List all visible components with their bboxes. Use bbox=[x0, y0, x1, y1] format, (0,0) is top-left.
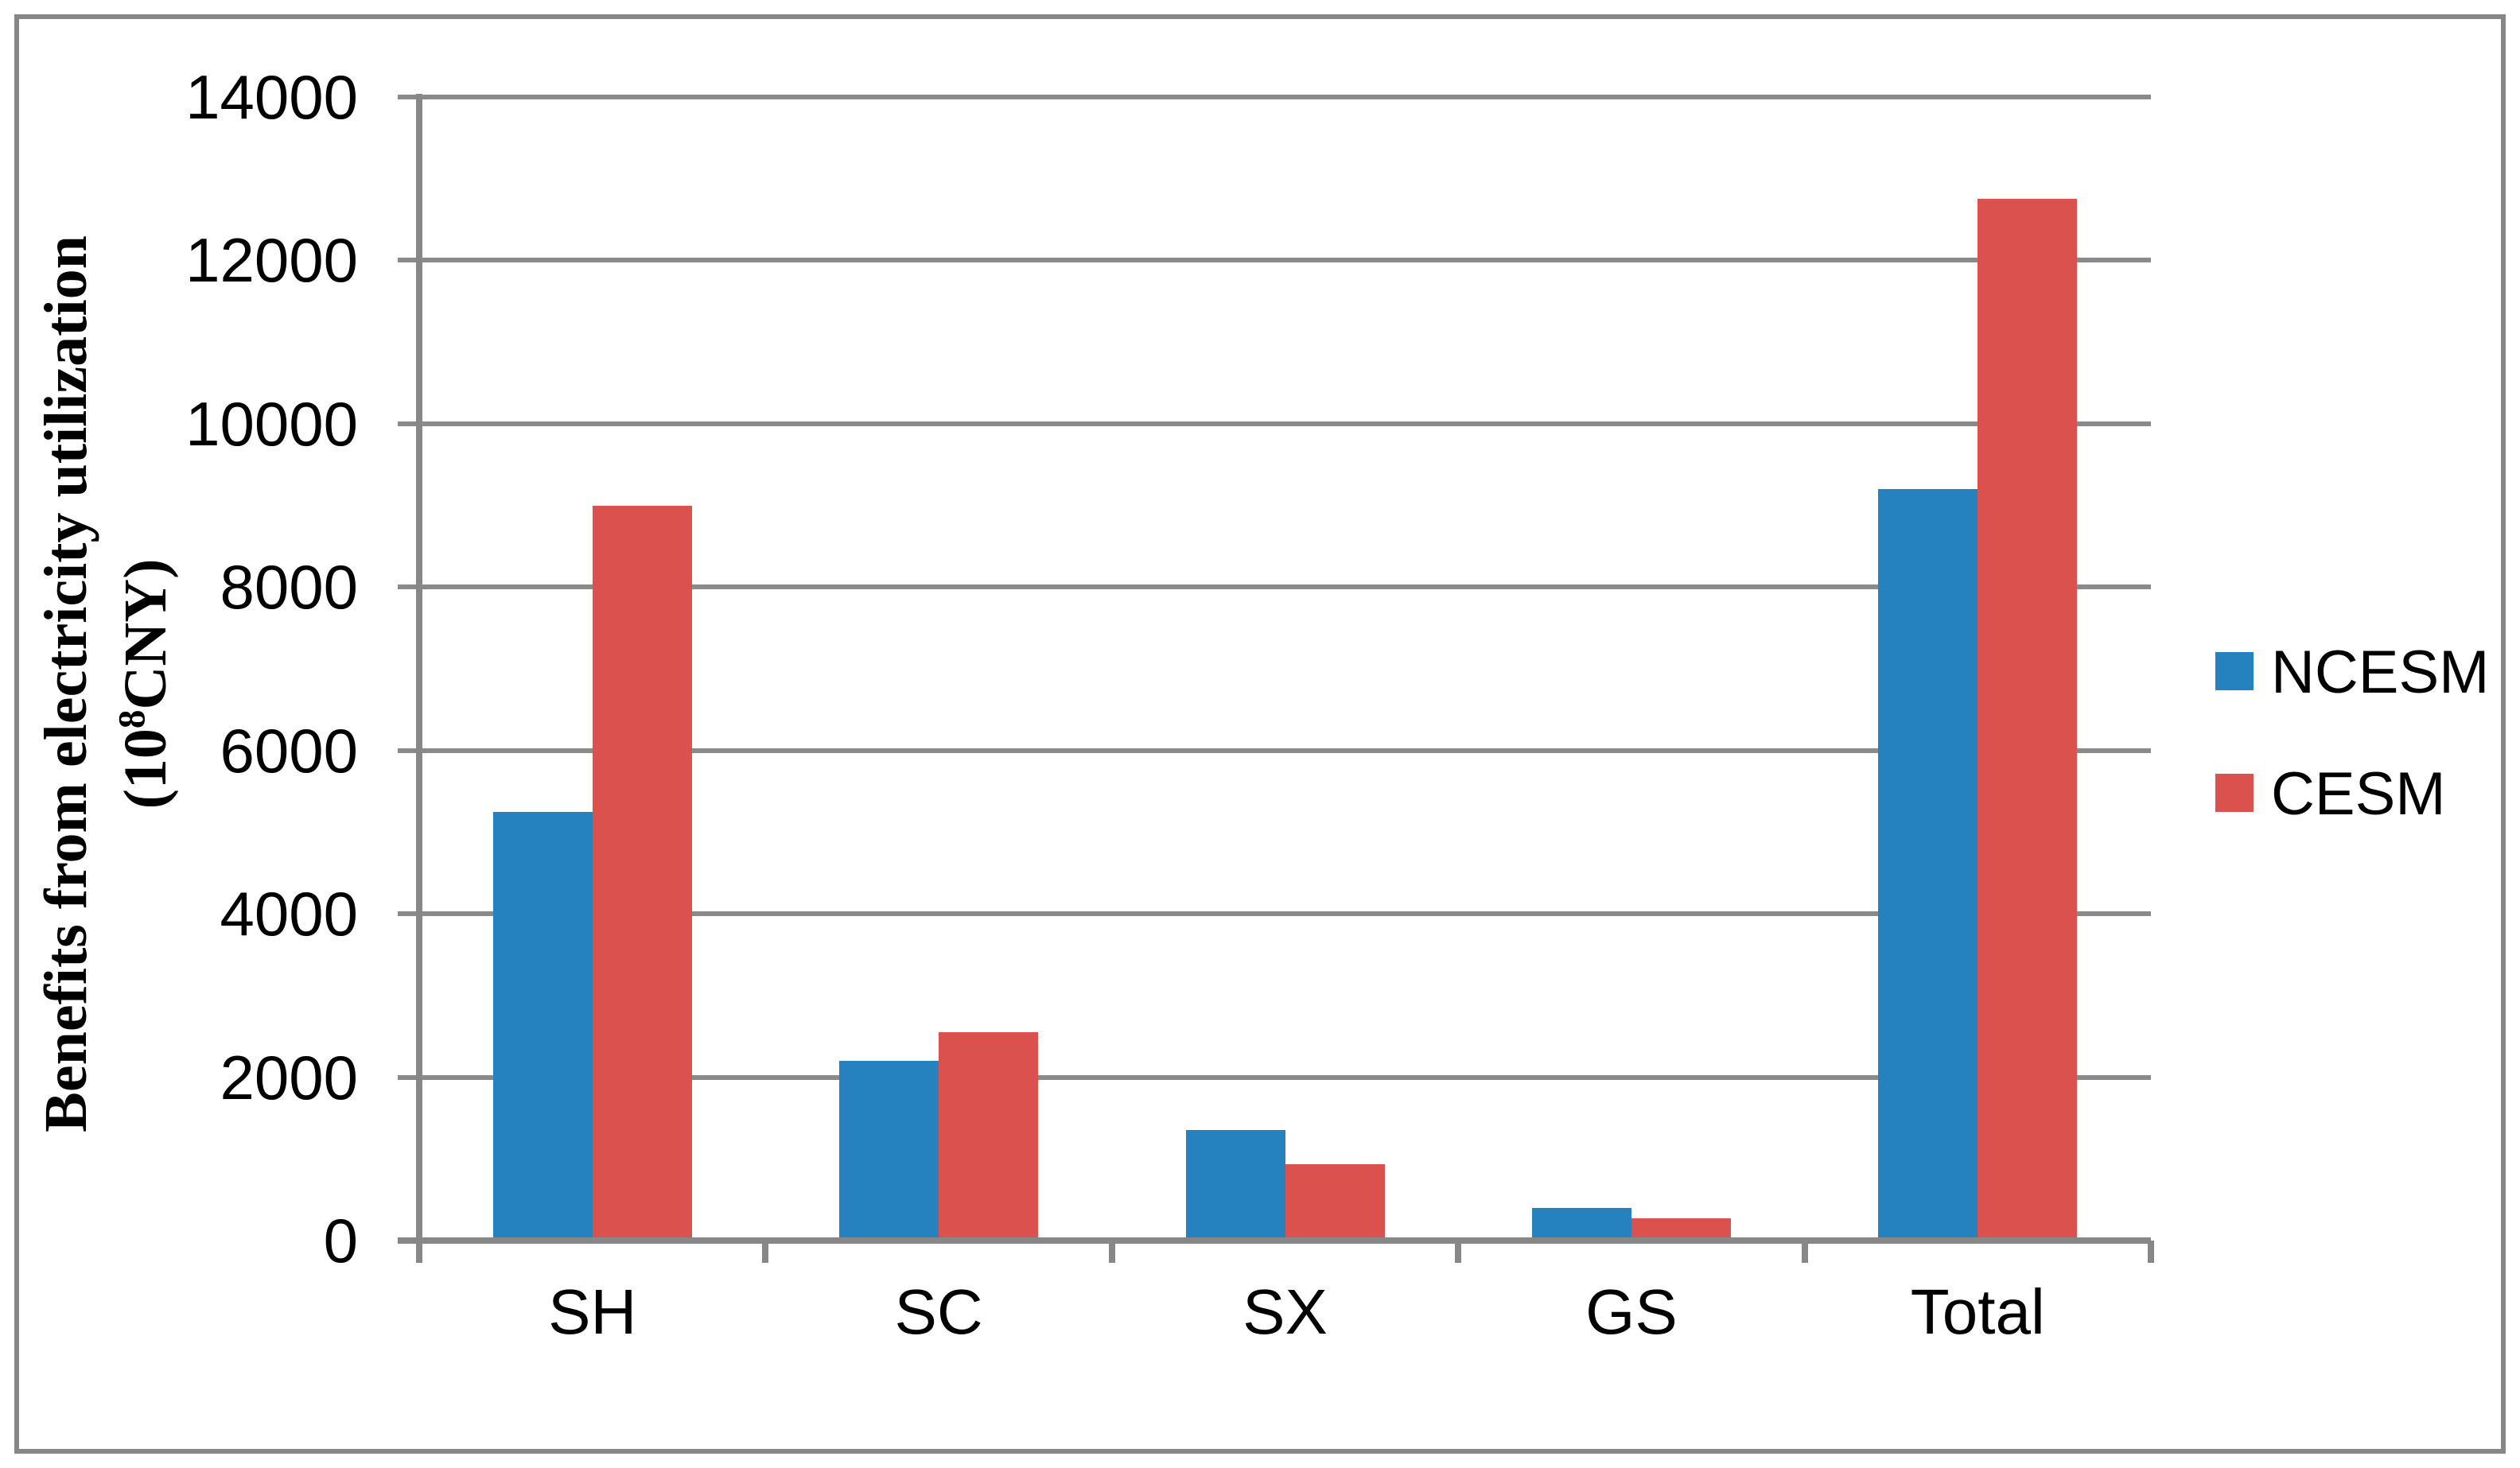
x-category-label-sc: SC bbox=[894, 1276, 983, 1347]
bar-cesm-sc bbox=[939, 1032, 1039, 1241]
gridline-8000 bbox=[398, 584, 2151, 590]
legend-swatch-ncesm bbox=[2215, 652, 2254, 690]
y-tick-label-2000: 2000 bbox=[220, 1042, 358, 1113]
y-tick-label-14000: 14000 bbox=[185, 62, 358, 132]
bar-cesm-sx bbox=[1285, 1164, 1385, 1241]
x-axis-tick-2 bbox=[1108, 1241, 1115, 1263]
y-axis-line bbox=[416, 94, 422, 1263]
x-axis-tick-1 bbox=[762, 1241, 769, 1263]
legend-label-cesm: CESM bbox=[2271, 760, 2446, 828]
x-axis-tick-4 bbox=[1801, 1241, 1808, 1263]
chart-outer-frame bbox=[14, 14, 2506, 1454]
y-tick-label-12000: 12000 bbox=[185, 225, 358, 296]
legend-label-ncesm: NCESM bbox=[2271, 639, 2490, 706]
y-tick-label-0: 0 bbox=[323, 1206, 358, 1276]
y-axis-title-line1: Benefits from electricity utilization bbox=[33, 235, 99, 1132]
gridline-2000 bbox=[398, 1074, 2151, 1080]
bar-ncesm-gs bbox=[1531, 1207, 1631, 1241]
bar-ncesm-sh bbox=[492, 811, 593, 1241]
gridline-12000 bbox=[398, 258, 2151, 263]
bar-cesm-sh bbox=[592, 505, 692, 1241]
bar-cesm-gs bbox=[1631, 1218, 1731, 1241]
bar-ncesm-sc bbox=[839, 1061, 939, 1241]
x-category-label-gs: GS bbox=[1585, 1276, 1678, 1347]
x-axis-line bbox=[398, 1237, 2151, 1244]
y-tick-label-4000: 4000 bbox=[220, 879, 358, 950]
bar-cesm-total bbox=[1978, 199, 2078, 1241]
y-tick-label-8000: 8000 bbox=[220, 552, 358, 623]
bar-ncesm-total bbox=[1878, 489, 1978, 1241]
y-tick-label-6000: 6000 bbox=[220, 715, 358, 786]
x-category-label-total: Total bbox=[1910, 1276, 2045, 1347]
legend-swatch-cesm bbox=[2215, 774, 2254, 812]
gridline-6000 bbox=[398, 748, 2151, 753]
y-tick-label-10000: 10000 bbox=[185, 388, 358, 459]
x-category-label-sh: SH bbox=[548, 1276, 637, 1347]
x-axis-tick-5 bbox=[2148, 1241, 2154, 1263]
x-axis-tick-3 bbox=[1455, 1241, 1462, 1263]
gridline-4000 bbox=[398, 911, 2151, 917]
x-category-label-sx: SX bbox=[1242, 1276, 1328, 1347]
gridline-14000 bbox=[398, 95, 2151, 99]
bar-ncesm-sx bbox=[1185, 1130, 1285, 1241]
gridline-10000 bbox=[398, 421, 2151, 426]
